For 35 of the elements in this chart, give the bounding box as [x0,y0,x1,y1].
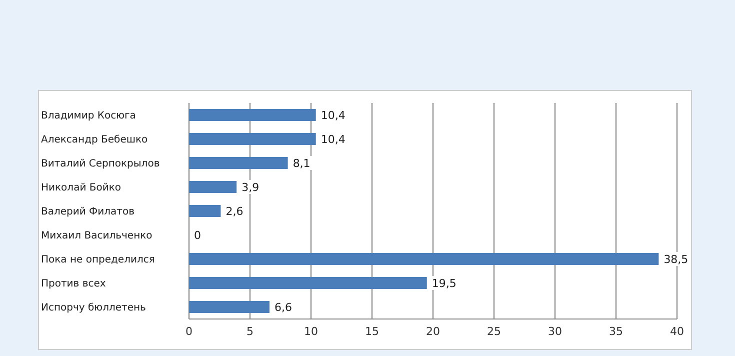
data-label: 10,4 [320,108,346,122]
bar [189,277,427,289]
y-tick-label: Владимир Косюга [41,110,136,122]
x-tick-label: 40 [670,324,684,338]
x-tick-label: 30 [548,324,562,338]
y-tick-label: Виталий Серпокрылов [41,158,160,170]
x-tick-label: 20 [426,324,440,338]
y-tick-label: Александр Бебешко [41,134,148,146]
data-label: 8,1 [292,156,310,170]
data-label: 38,5 [664,252,688,266]
x-tick-label: 5 [246,324,254,338]
bar [189,157,288,169]
x-tick-label: 10 [304,324,318,338]
y-tick-label: Против всех [41,278,106,290]
y-tick-label: Николай Бойко [41,182,122,194]
data-label: 6,6 [274,300,292,314]
x-tick-label: 25 [487,324,501,338]
x-tick-label: 15 [365,324,379,338]
bar [189,133,316,145]
bar [189,253,659,265]
data-label: 0 [194,228,201,242]
x-tick-label: 0 [186,324,192,338]
y-tick-label: Валерий Филатов [41,206,135,218]
data-label: 10,4 [320,132,346,146]
bar [189,181,237,193]
bar [189,205,221,217]
bar [189,301,270,313]
y-tick-label: Испорчу бюллетень [41,302,146,314]
bar [189,109,316,121]
data-label: 3,9 [242,180,260,194]
y-tick-label: Михаил Васильченко [41,230,152,242]
y-tick-label: Пока не определился [41,254,155,266]
data-label: 19,5 [432,276,456,290]
data-label: 2,6 [226,204,244,218]
x-tick-label: 35 [609,324,623,338]
